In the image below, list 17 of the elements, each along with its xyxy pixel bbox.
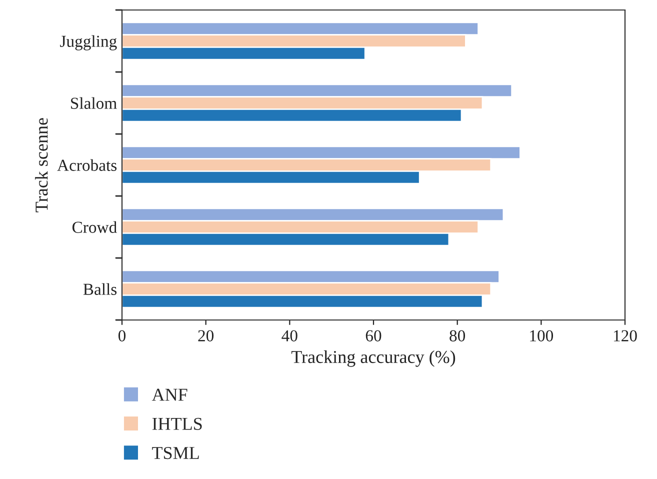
x-tick-label: 80 <box>450 330 466 342</box>
x-axis-title: Tracking accuracy (%) <box>291 350 456 367</box>
y-tick-label: Juggling <box>60 35 117 50</box>
x-tick-label: 0 <box>118 330 126 342</box>
y-axis-title: Track scenne <box>35 118 48 212</box>
y-tick-label: Acrobats <box>57 159 117 171</box>
legend-label: ANF <box>152 388 188 401</box>
y-tick-label: Balls <box>83 283 117 295</box>
legend-label: TSML <box>152 446 199 460</box>
x-tick-label: 40 <box>282 330 298 342</box>
x-tick-label: 20 <box>198 330 214 342</box>
x-tick-label: 100 <box>530 330 554 342</box>
y-tick-label: Crowd <box>72 221 117 233</box>
y-tick-label: Slalom <box>71 97 117 109</box>
legend-label: IHTLS <box>152 418 202 430</box>
x-tick-label: 120 <box>614 330 637 342</box>
x-tick-label: 60 <box>366 330 382 342</box>
